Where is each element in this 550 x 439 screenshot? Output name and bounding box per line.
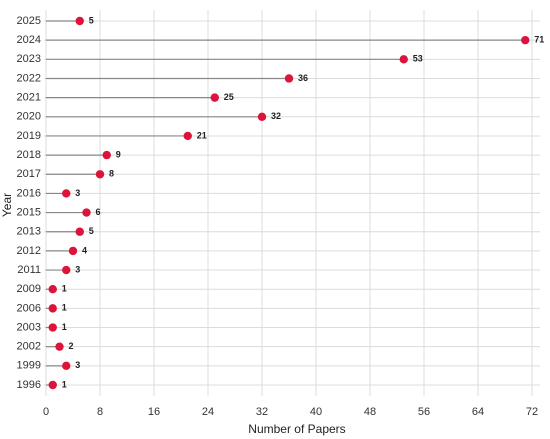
data-label: 1 <box>62 322 67 332</box>
dot <box>210 93 219 102</box>
y-axis-title: Year <box>0 193 14 217</box>
y-tick-label: 2011 <box>17 264 41 276</box>
data-label: 5 <box>89 226 94 236</box>
data-label: 3 <box>75 264 80 274</box>
data-label: 36 <box>298 73 308 83</box>
x-tick-label: 16 <box>148 406 160 418</box>
y-tick-label: 2012 <box>17 245 41 257</box>
dot <box>75 16 84 26</box>
dot <box>521 35 530 45</box>
dot <box>48 304 57 313</box>
y-tick-label: 2009 <box>17 283 41 295</box>
y-tick-label: 2023 <box>17 53 41 65</box>
x-tick-label: 32 <box>256 406 268 418</box>
y-tick-label: 2025 <box>17 15 41 27</box>
data-label: 1 <box>62 284 67 294</box>
x-tick-label: 56 <box>418 406 430 418</box>
dot <box>102 150 111 160</box>
data-label: 21 <box>197 130 207 140</box>
dot <box>55 342 64 351</box>
y-tick-label: 2002 <box>17 341 41 353</box>
y-tick-label: 2024 <box>17 34 41 46</box>
dot <box>95 170 105 179</box>
data-label: 6 <box>96 207 101 217</box>
dot <box>183 131 192 141</box>
data-label: 9 <box>116 149 121 159</box>
y-tick-label: 1996 <box>17 379 41 391</box>
data-label: 1 <box>62 303 67 313</box>
data-label: 4 <box>82 245 87 255</box>
dot <box>62 265 71 275</box>
dot <box>82 208 91 217</box>
dot <box>48 285 57 294</box>
data-label: 5 <box>89 15 94 25</box>
dot <box>62 189 71 198</box>
y-tick-label: 2003 <box>17 321 41 333</box>
y-tick-label: 2019 <box>17 130 41 142</box>
x-tick-label: 24 <box>202 406 214 418</box>
dot <box>68 246 78 256</box>
dot <box>48 323 57 332</box>
x-tick-label: 64 <box>472 406 484 418</box>
y-tick-label: 2015 <box>17 206 41 218</box>
data-label: 1 <box>62 379 67 389</box>
data-label: 32 <box>271 111 281 121</box>
dot <box>75 227 84 236</box>
y-tick-label: 2020 <box>17 111 41 123</box>
y-tick-label: 2018 <box>17 149 41 161</box>
x-tick-label: 0 <box>43 406 49 418</box>
x-tick-label: 48 <box>364 406 376 418</box>
data-label: 71 <box>534 35 544 45</box>
x-axis-title: Number of Papers <box>248 422 345 436</box>
x-tick-label: 40 <box>310 406 322 418</box>
dot <box>399 55 408 64</box>
data-label: 8 <box>109 169 114 179</box>
data-label: 25 <box>224 92 234 102</box>
data-label: 3 <box>75 188 80 198</box>
data-label: 2 <box>69 341 74 351</box>
dot <box>62 361 71 371</box>
data-label: 53 <box>413 54 423 64</box>
y-tick-label: 2022 <box>17 72 41 84</box>
dot <box>48 380 57 390</box>
x-tick-label: 72 <box>526 406 538 418</box>
y-tick-label: 2016 <box>17 187 41 199</box>
y-tick-label: 2013 <box>17 226 41 238</box>
dot <box>257 112 267 121</box>
y-tick-label: 2017 <box>17 168 41 180</box>
data-label: 3 <box>75 360 80 370</box>
y-tick-label: 1999 <box>17 360 41 372</box>
x-tick-label: 8 <box>97 406 103 418</box>
dot <box>284 74 294 83</box>
y-tick-label: 2006 <box>17 302 41 314</box>
y-tick-label: 2021 <box>17 92 41 104</box>
